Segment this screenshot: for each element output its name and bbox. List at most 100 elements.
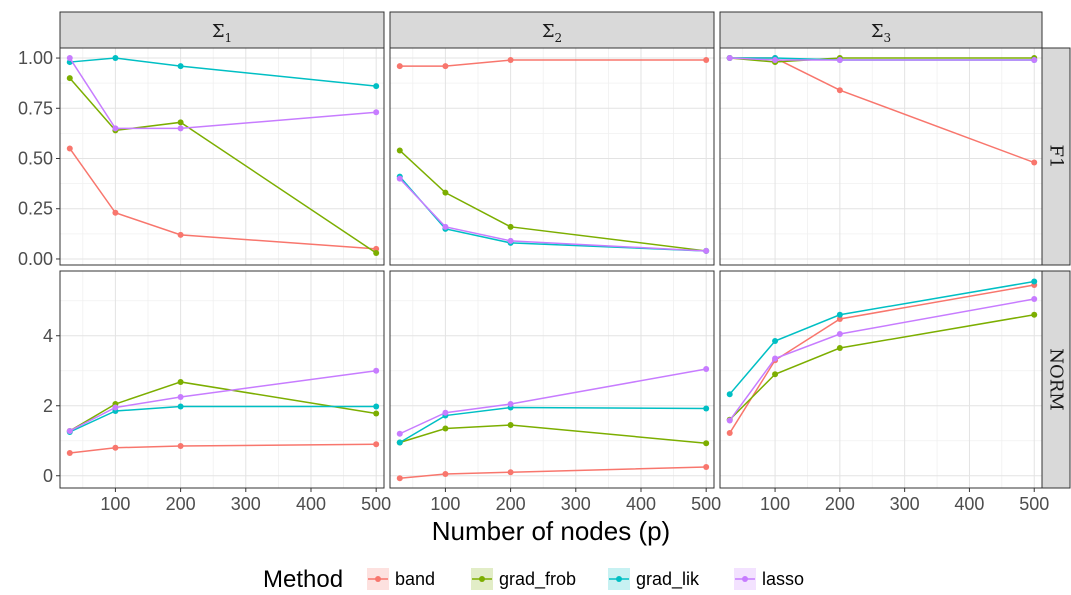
legend-label: grad_frob — [499, 569, 576, 590]
y-tick-label: 0.75 — [18, 98, 53, 118]
data-point-lasso — [396, 430, 403, 437]
data-point-grad_frob — [442, 425, 449, 432]
x-tick-label: 200 — [496, 494, 526, 514]
data-point-lasso — [1031, 296, 1038, 302]
panel-border — [719, 47, 1043, 266]
data-point-band — [112, 444, 119, 451]
x-tick-label: 300 — [561, 494, 591, 514]
data-point-grad_lik — [112, 55, 119, 62]
data-point-lasso — [836, 331, 843, 337]
series-line-lasso — [69, 57, 377, 130]
row-strip — [1041, 270, 1071, 489]
data-point-grad_lik — [373, 403, 380, 410]
series-line-band — [69, 148, 377, 250]
data-point-band — [112, 209, 119, 216]
series-line-grad_frob — [399, 424, 707, 444]
data-point-lasso — [66, 427, 73, 434]
data-point-band — [442, 63, 449, 70]
data-point-lasso — [507, 237, 514, 244]
data-point-lasso — [112, 404, 119, 411]
x-tick-label: 300 — [890, 494, 920, 514]
data-point-lasso — [726, 417, 733, 424]
row-strip-label: NORM — [1046, 348, 1067, 411]
x-tick-label: 200 — [166, 494, 196, 514]
data-point-lasso — [772, 355, 779, 362]
data-point-lasso — [373, 109, 380, 116]
legend-key-point — [616, 576, 622, 582]
y-tick-label: 1.00 — [18, 48, 53, 68]
series-line-band — [399, 466, 707, 479]
data-point-grad_lik — [772, 338, 779, 344]
data-point-band — [507, 57, 514, 64]
data-point-band — [396, 63, 403, 70]
data-point-lasso — [177, 125, 184, 132]
data-point-grad_frob — [66, 75, 73, 82]
column-strip — [59, 11, 385, 49]
x-tick-label: 100 — [100, 494, 130, 514]
series-line-grad_lik — [399, 406, 707, 444]
panel-border — [719, 270, 1043, 489]
data-point-lasso — [373, 367, 380, 374]
legend-key-point — [742, 576, 748, 582]
series-line-band — [399, 59, 707, 67]
data-point-lasso — [836, 57, 843, 64]
data-point-grad_frob — [507, 422, 514, 428]
data-point-band — [507, 469, 514, 476]
x-axis-title: Number of nodes (p) — [432, 516, 670, 546]
x-tick-label: 100 — [760, 494, 790, 514]
panel-border — [59, 270, 385, 489]
data-point-band — [396, 475, 403, 482]
x-tick-label: 100 — [430, 494, 460, 514]
data-point-band — [373, 441, 380, 448]
y-tick-label: 2 — [43, 396, 53, 416]
data-point-grad_lik — [373, 83, 380, 90]
data-point-grad_frob — [373, 410, 380, 417]
legend-title: Method — [263, 566, 343, 593]
series-line-grad_lik — [69, 405, 377, 433]
y-tick-label: 0.00 — [18, 249, 53, 269]
series-line-grad_frob — [729, 314, 1035, 421]
legend-key-point — [375, 576, 381, 582]
panel — [719, 270, 1043, 489]
data-point-lasso — [66, 55, 73, 62]
data-point-lasso — [396, 175, 403, 182]
series-line-grad_frob — [69, 77, 377, 254]
data-point-lasso — [507, 401, 514, 407]
y-tick-label: 0.25 — [18, 199, 53, 219]
data-point-grad_frob — [373, 249, 380, 256]
column-strip — [719, 11, 1043, 49]
x-tick-label: 300 — [231, 494, 261, 514]
x-tick-label: 500 — [1019, 494, 1049, 514]
legend-item-lasso: lasso — [734, 568, 804, 590]
x-tick-label: 400 — [296, 494, 326, 514]
series-line-grad_frob — [399, 149, 707, 252]
legend-item-grad_lik: grad_lik — [608, 568, 700, 590]
data-point-band — [703, 57, 710, 64]
panel — [389, 47, 715, 266]
row-strip-label: F1 — [1046, 145, 1067, 169]
panel-border — [389, 47, 715, 266]
data-point-lasso — [703, 366, 710, 372]
data-point-lasso — [112, 125, 119, 132]
legend-item-grad_frob: grad_frob — [471, 568, 576, 590]
legend-item-band: band — [367, 568, 435, 590]
panel — [389, 270, 715, 489]
y-tick-label: 0.50 — [18, 149, 53, 169]
data-point-lasso — [772, 57, 779, 64]
data-point-grad_lik — [836, 311, 843, 318]
series-line-grad_lik — [729, 280, 1035, 395]
panel — [59, 47, 385, 266]
row-strip — [1041, 47, 1071, 266]
data-point-lasso — [442, 223, 449, 230]
data-point-lasso — [726, 55, 733, 62]
series-line-lasso — [399, 178, 707, 252]
data-point-band — [442, 471, 449, 477]
panel-border — [59, 47, 385, 266]
data-point-lasso — [177, 394, 184, 400]
data-point-grad_lik — [703, 405, 710, 412]
data-point-band — [177, 443, 184, 449]
series-line-lasso — [399, 368, 707, 435]
data-point-lasso — [703, 247, 710, 254]
data-point-band — [177, 231, 184, 238]
